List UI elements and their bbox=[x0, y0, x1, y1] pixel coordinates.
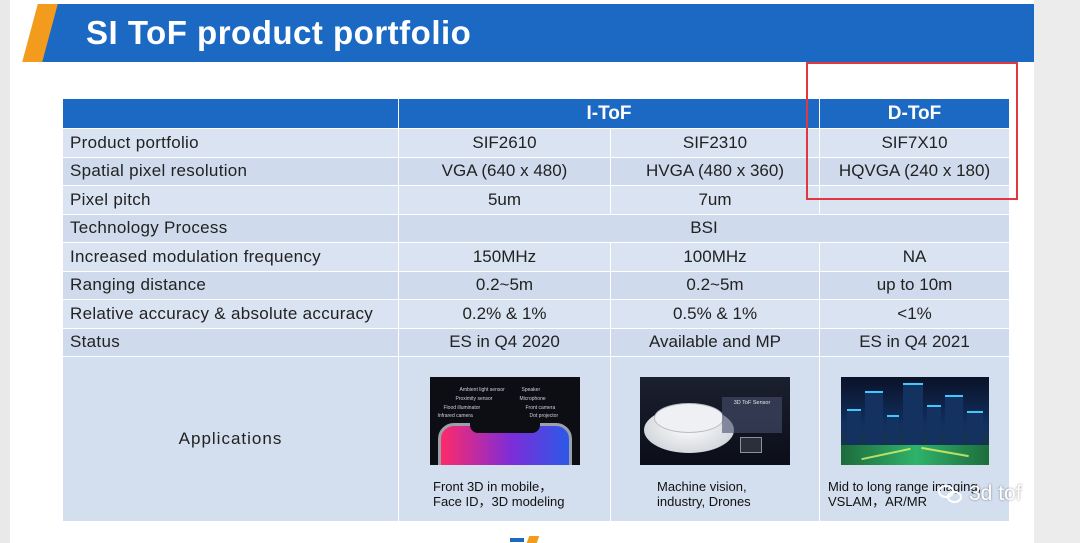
road-shape bbox=[840, 445, 989, 465]
building-shape bbox=[902, 383, 923, 449]
city-scan-image bbox=[840, 377, 989, 465]
building-shape bbox=[944, 395, 963, 449]
caption-line: Front 3D in mobile， bbox=[433, 479, 553, 494]
viewer-background bbox=[1034, 0, 1080, 543]
sensor-device-top bbox=[654, 403, 724, 433]
row-label: Status bbox=[62, 327, 399, 357]
image-label: Microphone bbox=[519, 396, 546, 402]
building-shape bbox=[864, 391, 883, 449]
cell: 7um bbox=[609, 185, 821, 215]
cell: Available and MP bbox=[609, 327, 821, 357]
table-row: Technology Process BSI bbox=[62, 213, 1011, 243]
table-row: Status ES in Q4 2020 Available and MP ES… bbox=[62, 327, 1011, 357]
application-mobile: Ambient light sensor Speaker Proximity s… bbox=[398, 356, 611, 522]
cell: 0.5% & 1% bbox=[609, 299, 821, 329]
footer-logo bbox=[510, 536, 540, 543]
building-shape bbox=[926, 405, 941, 449]
dtof-highlight-box bbox=[806, 62, 1018, 200]
logo-mark bbox=[526, 536, 540, 543]
cell: 100MHz bbox=[609, 242, 821, 272]
building-shape bbox=[886, 415, 899, 449]
cell: <1% bbox=[819, 299, 1011, 329]
applications-label: Applications bbox=[62, 356, 399, 522]
application-long-range: Mid to long range imaging, VSLAM，AR/MR bbox=[819, 356, 1011, 522]
image-label: Proximity sensor bbox=[455, 396, 493, 402]
image-label: Front camera bbox=[525, 405, 556, 411]
image-label: Flood illuminator bbox=[443, 405, 481, 411]
image-label: Dot projector bbox=[529, 413, 559, 419]
application-caption: Machine vision, industry, Drones bbox=[611, 479, 819, 509]
row-label: Relative accuracy & absolute accuracy bbox=[62, 299, 399, 329]
caption-line: industry, Drones bbox=[657, 494, 751, 509]
building-shape bbox=[966, 411, 983, 449]
cell: up to 10m bbox=[819, 270, 1011, 300]
slide-title: SI ToF product portfolio bbox=[86, 14, 472, 51]
cell: ES in Q4 2021 bbox=[819, 327, 1011, 357]
cell: 0.2% & 1% bbox=[398, 299, 611, 329]
slide: SI ToF product portfolio I-ToF D-ToF Pro… bbox=[10, 0, 1034, 543]
mobile-face-id-image: Ambient light sensor Speaker Proximity s… bbox=[429, 377, 580, 465]
cell: HQVGA (240 x 180) bbox=[819, 156, 1011, 186]
cell: SIF2310 bbox=[609, 128, 821, 158]
row-label: Pixel pitch bbox=[62, 185, 399, 215]
sensor-info-panel: 3D ToF Sensor bbox=[722, 397, 782, 433]
row-label: Increased modulation frequency bbox=[62, 242, 399, 272]
building-shape bbox=[846, 409, 861, 449]
watermark-text: 3d tof bbox=[969, 482, 1022, 505]
row-label: Technology Process bbox=[62, 213, 399, 243]
image-label: Ambient light sensor bbox=[459, 387, 505, 393]
applications-row: Applications Ambient light sensor Speake… bbox=[62, 356, 1011, 522]
caption-line: Face ID，3D modeling bbox=[433, 494, 565, 509]
image-label: Infrared camera bbox=[437, 413, 473, 419]
table-row: Spatial pixel resolution VGA (640 x 480)… bbox=[62, 156, 1011, 186]
phone-notch bbox=[469, 420, 540, 433]
watermark: 3d tof bbox=[938, 482, 1022, 506]
header-empty-cell bbox=[62, 98, 399, 129]
row-label: Product portfolio bbox=[62, 128, 399, 158]
title-band bbox=[68, 4, 1034, 62]
header-dtof: D-ToF bbox=[819, 98, 1011, 129]
cell: VGA (640 x 480) bbox=[398, 156, 611, 186]
tof-sensor-image: 3D ToF Sensor bbox=[640, 377, 790, 465]
logo-bar bbox=[510, 538, 524, 542]
image-label: Speaker bbox=[521, 387, 541, 393]
cell: 150MHz bbox=[398, 242, 611, 272]
cell: SIF2610 bbox=[398, 128, 611, 158]
cell: HVGA (480 x 360) bbox=[609, 156, 821, 186]
row-label: Ranging distance bbox=[62, 270, 399, 300]
portfolio-table: I-ToF D-ToF Product portfolio SIF2610 SI… bbox=[62, 98, 1011, 522]
row-label: Spatial pixel resolution bbox=[62, 156, 399, 186]
table-row: Ranging distance 0.2~5m 0.2~5m up to 10m bbox=[62, 270, 1011, 300]
cell: 0.2~5m bbox=[398, 270, 611, 300]
cell: 0.2~5m bbox=[609, 270, 821, 300]
cell: 5um bbox=[398, 185, 611, 215]
application-machine-vision: 3D ToF Sensor Machine vision, industry, … bbox=[609, 356, 821, 522]
cell: ES in Q4 2020 bbox=[398, 327, 611, 357]
table-row: Relative accuracy & absolute accuracy 0.… bbox=[62, 299, 1011, 329]
merged-cell: BSI bbox=[397, 213, 1011, 243]
sensor-chip-shape bbox=[740, 437, 762, 453]
title-bar: SI ToF product portfolio bbox=[10, 4, 1034, 62]
wechat-icon bbox=[938, 483, 964, 505]
header-itof: I-ToF bbox=[397, 98, 821, 129]
table-header-row: I-ToF D-ToF bbox=[62, 98, 1011, 129]
cell: SIF7X10 bbox=[819, 128, 1011, 158]
cell: NA bbox=[819, 242, 1011, 272]
application-caption: Front 3D in mobile， Face ID，3D modeling bbox=[399, 479, 610, 509]
caption-line: VSLAM，AR/MR bbox=[828, 494, 927, 509]
caption-line: Machine vision, bbox=[657, 479, 747, 494]
table-row: Increased modulation frequency 150MHz 10… bbox=[62, 242, 1011, 272]
table-row: Product portfolio SIF2610 SIF2310 SIF7X1… bbox=[62, 128, 1011, 158]
